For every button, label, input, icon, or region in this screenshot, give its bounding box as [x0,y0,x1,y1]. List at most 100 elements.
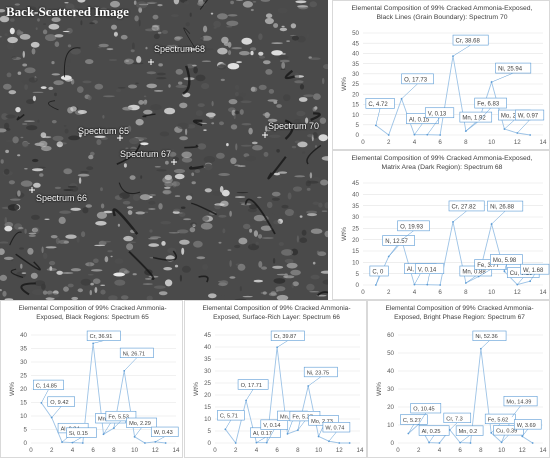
annotation-leader [427,273,430,285]
micrograph-grain [45,246,57,249]
micrograph-grain [59,210,71,214]
annotation-box [86,330,121,341]
x-tick-label: 4 [255,447,259,454]
data-point [338,442,341,444]
micrograph-grain [201,60,212,62]
micrograph-grain [32,91,44,93]
micrograph-grain [250,8,254,12]
micrograph-grain [203,25,208,33]
y-tick-label: 20 [204,392,211,399]
micrograph-grain [154,166,161,168]
micrograph-grain [39,173,44,177]
micrograph-grain [43,252,48,259]
micrograph-grain [213,27,217,29]
micrograph-grain [30,41,40,48]
chart-title-line: Elemental Composition of 99% Cracked Amm… [18,305,166,312]
micrograph-grain [110,255,113,258]
micrograph-grain [275,286,286,292]
micrograph-grain [165,160,169,165]
grain-boundary-line [10,268,24,278]
micrograph-grain [273,172,280,176]
micrograph-grain [135,118,144,126]
data-point [144,442,146,444]
micrograph-grain [21,79,30,85]
annotation-leader [297,420,306,431]
data-label: O, 17.71 [241,383,262,389]
micrograph-grain [136,56,142,64]
micrograph-grain [184,1,190,5]
micrograph-grain [4,122,10,130]
micrograph-grain [156,72,166,76]
micrograph-grain [0,9,6,13]
x-tick-label: 4 [413,289,417,296]
micrograph-grain [238,92,246,97]
micrograph-grain [217,280,228,283]
micrograph-grain [63,286,69,292]
data-label: Al, 0.15 [409,117,430,123]
x-tick-label: 4 [438,447,442,454]
micrograph-grain [322,77,325,85]
y-tick-label: 30 [352,71,359,78]
grain-boundary-line [184,144,199,149]
micrograph-grain [212,191,222,197]
micrograph-grain [249,228,253,233]
micrograph-grain [204,48,214,51]
micrograph-grain [70,268,81,272]
annotation-box [369,265,389,277]
micrograph-grain [241,123,252,126]
micrograph-grain [307,180,319,184]
x-tick-label: 0 [361,289,365,296]
micrograph-grain [226,20,239,26]
micrograph-grain [231,109,236,116]
micrograph-grain [102,240,112,243]
micrograph-grain [181,151,192,159]
micrograph-grain [26,125,38,131]
micrograph-grain [287,192,292,200]
micrograph-grain [157,31,162,34]
micrograph-grain [54,92,57,97]
data-label: W, 1.68 [523,268,544,274]
x-tick-label: 14 [173,447,180,454]
micrograph-grain [94,135,106,138]
micrograph-grain [253,230,258,237]
micrograph-grain [14,223,23,230]
x-tick-label: 6 [91,447,95,454]
micrograph-grain [179,212,186,217]
micrograph-grain [136,137,148,140]
annotation-box [424,107,455,119]
micrograph-grain [229,210,232,217]
x-tick-label: 2 [417,447,421,454]
micrograph-grain [62,30,70,33]
micrograph-grain [239,286,242,292]
micrograph-grain [211,122,215,125]
data-label: N, 12.57 [385,239,408,245]
annotation-leader [517,277,524,285]
micrograph-grain [51,17,61,23]
micrograph-grain [271,50,283,56]
grain-boundary-line [284,119,294,140]
micrograph-grain [168,84,171,88]
annotation-leader [225,419,232,430]
micrograph-grain [88,154,94,160]
annotation-leader [375,275,380,286]
y-tick-label: 40 [352,192,359,199]
micrograph-grain [54,186,62,190]
micrograph-grain [96,211,107,219]
micrograph-grain [96,139,102,146]
micrograph-grain [299,84,305,90]
micrograph-grain [290,269,301,276]
micrograph-grain [230,124,238,130]
data-label: Al, 0.25 [422,429,441,435]
y-tick-label: 25 [204,380,211,387]
micrograph-grain [67,283,74,288]
micrograph-grain [227,249,232,251]
micrograph-grain [17,154,21,157]
micrograph-grain [158,63,163,67]
micrograph-grain [302,151,306,154]
micrograph-grain [231,47,243,50]
x-tick-label: 6 [275,447,279,454]
micrograph-grain [273,220,281,225]
sem-micrograph: Back-Scattered Image Spectrum 68 Spectru… [0,0,328,300]
micrograph-grain [208,293,217,299]
micrograph-grain [260,291,268,295]
